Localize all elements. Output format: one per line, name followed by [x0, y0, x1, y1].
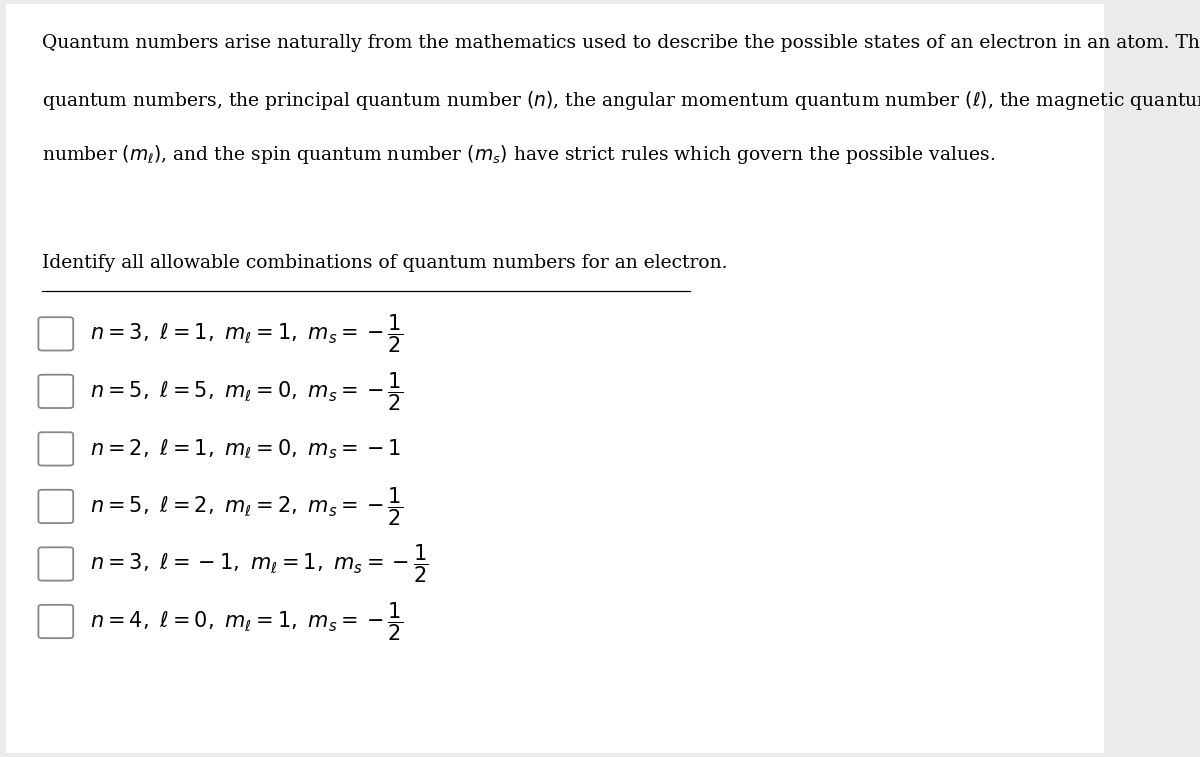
Text: $n = 4,\ \ell = 0,\ m_\ell = 1,\ m_s = -\dfrac{1}{2}$: $n = 4,\ \ell = 0,\ m_\ell = 1,\ m_s = -… — [90, 600, 403, 643]
Text: Identify all allowable combinations of quantum numbers for an electron.: Identify all allowable combinations of q… — [42, 254, 727, 273]
FancyBboxPatch shape — [38, 547, 73, 581]
FancyBboxPatch shape — [38, 490, 73, 523]
Text: $n = 3,\ \ell = 1,\ m_\ell = 1,\ m_s = -\dfrac{1}{2}$: $n = 3,\ \ell = 1,\ m_\ell = 1,\ m_s = -… — [90, 313, 403, 355]
FancyBboxPatch shape — [38, 375, 73, 408]
Text: Quantum numbers arise naturally from the mathematics used to describe the possib: Quantum numbers arise naturally from the… — [42, 34, 1200, 52]
Text: $n = 2,\ \ell = 1,\ m_\ell = 0,\ m_s = -1$: $n = 2,\ \ell = 1,\ m_\ell = 0,\ m_s = -… — [90, 437, 401, 461]
Text: $n = 3,\ \ell = -1,\ m_\ell = 1,\ m_s = -\dfrac{1}{2}$: $n = 3,\ \ell = -1,\ m_\ell = 1,\ m_s = … — [90, 543, 428, 585]
Text: quantum numbers, the principal quantum number $(n)$, the angular momentum quantu: quantum numbers, the principal quantum n… — [42, 89, 1200, 111]
FancyBboxPatch shape — [38, 605, 73, 638]
Text: $n = 5,\ \ell = 5,\ m_\ell = 0,\ m_s = -\dfrac{1}{2}$: $n = 5,\ \ell = 5,\ m_\ell = 0,\ m_s = -… — [90, 370, 403, 413]
Text: number $(m_\ell)$, and the spin quantum number $(m_s)$ have strict rules which g: number $(m_\ell)$, and the spin quantum … — [42, 143, 996, 166]
FancyBboxPatch shape — [38, 317, 73, 350]
FancyBboxPatch shape — [38, 432, 73, 466]
Text: $n = 5,\ \ell = 2,\ m_\ell = 2,\ m_s = -\dfrac{1}{2}$: $n = 5,\ \ell = 2,\ m_\ell = 2,\ m_s = -… — [90, 485, 403, 528]
